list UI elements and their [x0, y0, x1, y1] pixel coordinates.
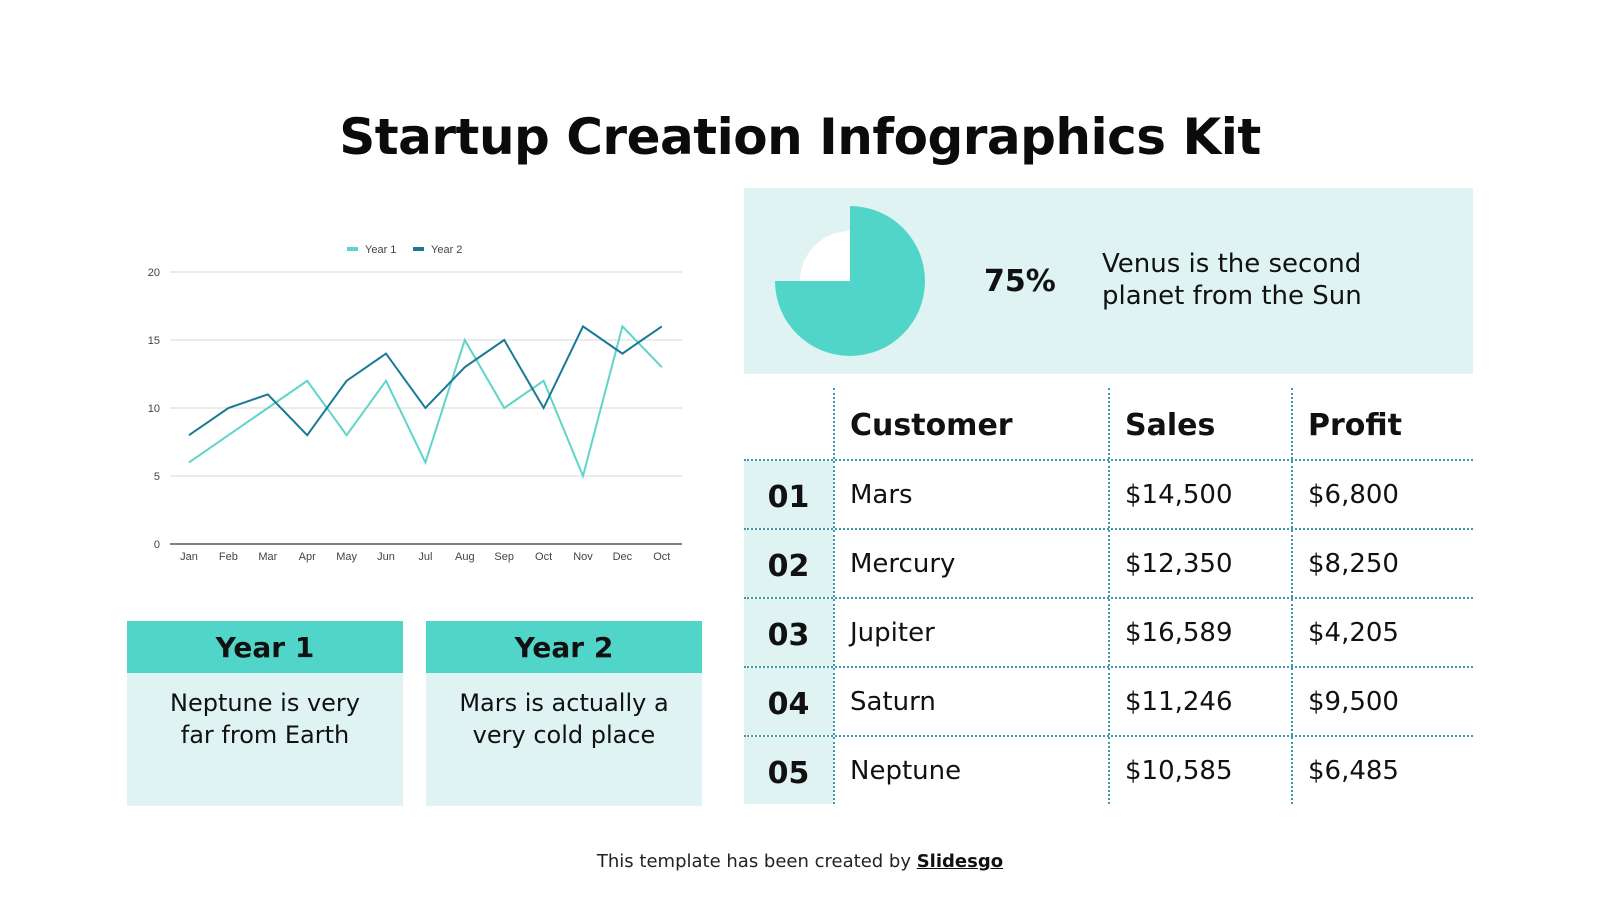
pie-percent-label: 75% — [984, 264, 1056, 299]
row-customer: Saturn — [833, 668, 1108, 735]
row-profit: $6,485 — [1291, 737, 1473, 804]
sales-table: Customer Sales Profit 01 Mars $14,500 $6… — [744, 388, 1473, 804]
row-customer: Mercury — [833, 530, 1108, 597]
year-1-text: Neptune is very far from Earth — [127, 673, 403, 751]
svg-text:Year 2: Year 2 — [431, 244, 462, 256]
row-profit: $6,800 — [1291, 461, 1473, 528]
header-profit: Profit — [1291, 388, 1473, 459]
table-row: 01 Mars $14,500 $6,800 — [744, 459, 1473, 528]
row-profit: $8,250 — [1291, 530, 1473, 597]
year-2-text-line-1: Mars is actually a — [459, 689, 669, 717]
svg-text:Dec: Dec — [613, 551, 633, 563]
row-sales: $16,589 — [1108, 599, 1291, 666]
svg-text:Jun: Jun — [377, 551, 395, 563]
svg-text:Nov: Nov — [573, 551, 593, 563]
row-customer: Mars — [833, 461, 1108, 528]
pie-chart-icon — [775, 206, 925, 356]
row-customer: Neptune — [833, 737, 1108, 804]
svg-text:0: 0 — [154, 539, 160, 551]
table-row: 02 Mercury $12,350 $8,250 — [744, 528, 1473, 597]
table-row: 03 Jupiter $16,589 $4,205 — [744, 597, 1473, 666]
svg-text:Feb: Feb — [219, 551, 238, 563]
pie-description-line-2: planet from the Sun — [1102, 281, 1362, 311]
year-2-card: Year 2 Mars is actually a very cold plac… — [426, 621, 702, 806]
svg-text:Apr: Apr — [299, 551, 316, 563]
svg-text:10: 10 — [148, 403, 160, 415]
svg-text:15: 15 — [148, 335, 160, 347]
svg-text:May: May — [336, 551, 357, 563]
pie-panel: 75% Venus is the second planet from the … — [744, 188, 1473, 374]
header-customer: Customer — [833, 388, 1108, 459]
row-number: 01 — [744, 461, 833, 528]
footer-text: This template has been created by — [596, 851, 917, 872]
header-number-cell — [744, 388, 833, 459]
pie-description: Venus is the second planet from the Sun — [1102, 248, 1362, 312]
svg-text:5: 5 — [154, 471, 160, 483]
slidesgo-link[interactable]: Slidesgo — [916, 851, 1004, 872]
svg-text:20: 20 — [148, 267, 160, 279]
row-profit: $4,205 — [1291, 599, 1473, 666]
row-sales: $10,585 — [1108, 737, 1291, 804]
year-2-text: Mars is actually a very cold place — [426, 673, 702, 751]
row-number: 05 — [744, 737, 833, 804]
year-1-card: Year 1 Neptune is very far from Earth — [127, 621, 403, 806]
year-2-text-line-2: very cold place — [472, 721, 656, 749]
row-number: 03 — [744, 599, 833, 666]
year-1-text-line-1: Neptune is very — [169, 689, 361, 717]
row-sales: $11,246 — [1108, 668, 1291, 735]
page-title: Startup Creation Infographics Kit — [339, 108, 1261, 166]
line-chart: 0 5 10 15 20 Jan Feb Mar Apr May Jun Jul Aug Sep Oct No… — [130, 230, 700, 570]
row-customer: Jupiter — [833, 599, 1108, 666]
row-number: 04 — [744, 668, 833, 735]
svg-text:Oct: Oct — [653, 551, 670, 563]
row-profit: $9,500 — [1291, 668, 1473, 735]
pie-description-line-1: Venus is the second — [1102, 249, 1362, 279]
year-1-text-line-2: far from Earth — [180, 721, 350, 749]
line-chart-canvas: 0 5 10 15 20 Jan Feb Mar Apr May Jun Jul Aug Sep Oct No… — [148, 244, 682, 563]
year-2-heading: Year 2 — [426, 621, 702, 673]
svg-text:Jul: Jul — [418, 551, 432, 563]
svg-text:Jan: Jan — [180, 551, 198, 563]
table-header-row: Customer Sales Profit — [744, 388, 1473, 459]
row-sales: $12,350 — [1108, 530, 1291, 597]
svg-text:Oct: Oct — [535, 551, 552, 563]
row-number: 02 — [744, 530, 833, 597]
row-sales: $14,500 — [1108, 461, 1291, 528]
header-sales: Sales — [1108, 388, 1291, 459]
svg-text:Mar: Mar — [258, 551, 277, 563]
svg-text:Sep: Sep — [494, 551, 514, 563]
svg-text:Year 1: Year 1 — [365, 244, 396, 256]
year-1-heading: Year 1 — [127, 621, 403, 673]
svg-text:Aug: Aug — [455, 551, 475, 563]
table-row: 04 Saturn $11,246 $9,500 — [744, 666, 1473, 735]
footer-credit: This template has been created by Slides… — [0, 851, 1600, 872]
table-row: 05 Neptune $10,585 $6,485 — [744, 735, 1473, 804]
